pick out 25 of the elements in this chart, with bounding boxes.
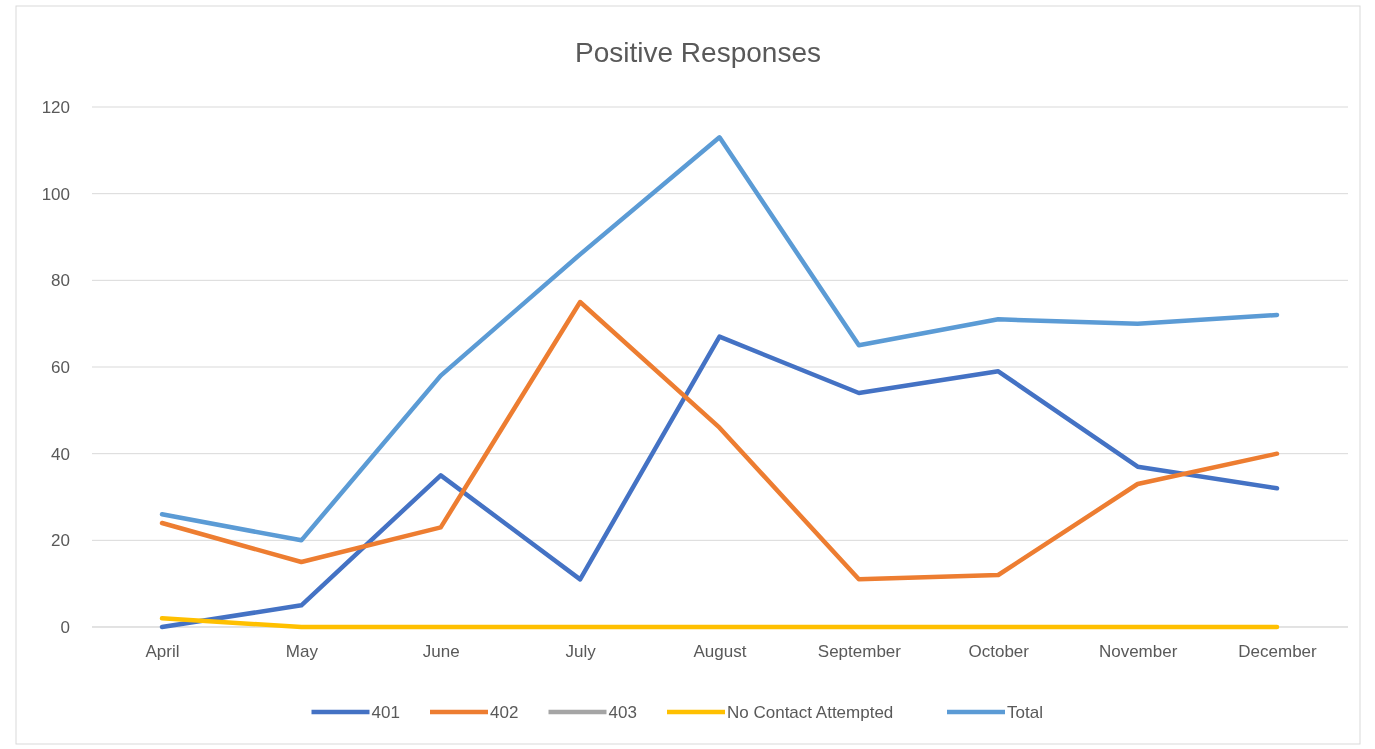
x-tick-label: November	[1098, 642, 1178, 662]
line-series	[159, 135, 1280, 543]
line-series	[159, 299, 1280, 582]
y-tick-label: 0	[60, 617, 70, 637]
chart-title: Positive Responses	[575, 37, 821, 68]
x-tick-label: October	[968, 642, 1030, 662]
legend-label: 401	[371, 703, 400, 722]
legend-label: 403	[608, 703, 637, 722]
x-tick-label: August	[693, 642, 747, 662]
line-series	[159, 334, 1280, 630]
y-tick-label: 120	[41, 97, 70, 117]
legend-label: No Contact Attempted	[727, 703, 894, 722]
x-tick-label: May	[285, 642, 319, 662]
y-tick-label: 20	[51, 531, 70, 551]
y-tick-label: 100	[41, 184, 70, 204]
x-tick-label: April	[145, 642, 180, 662]
x-tick-label: September	[817, 642, 902, 662]
y-tick-label: 60	[51, 357, 70, 377]
y-tick-label: 40	[51, 444, 70, 464]
legend-label: Total	[1007, 703, 1043, 722]
y-tick-label: 80	[51, 271, 70, 291]
x-tick-label: June	[422, 642, 460, 662]
x-tick-label: July	[565, 642, 597, 662]
x-tick-label: December	[1238, 642, 1318, 662]
legend-label: 402	[490, 703, 519, 722]
